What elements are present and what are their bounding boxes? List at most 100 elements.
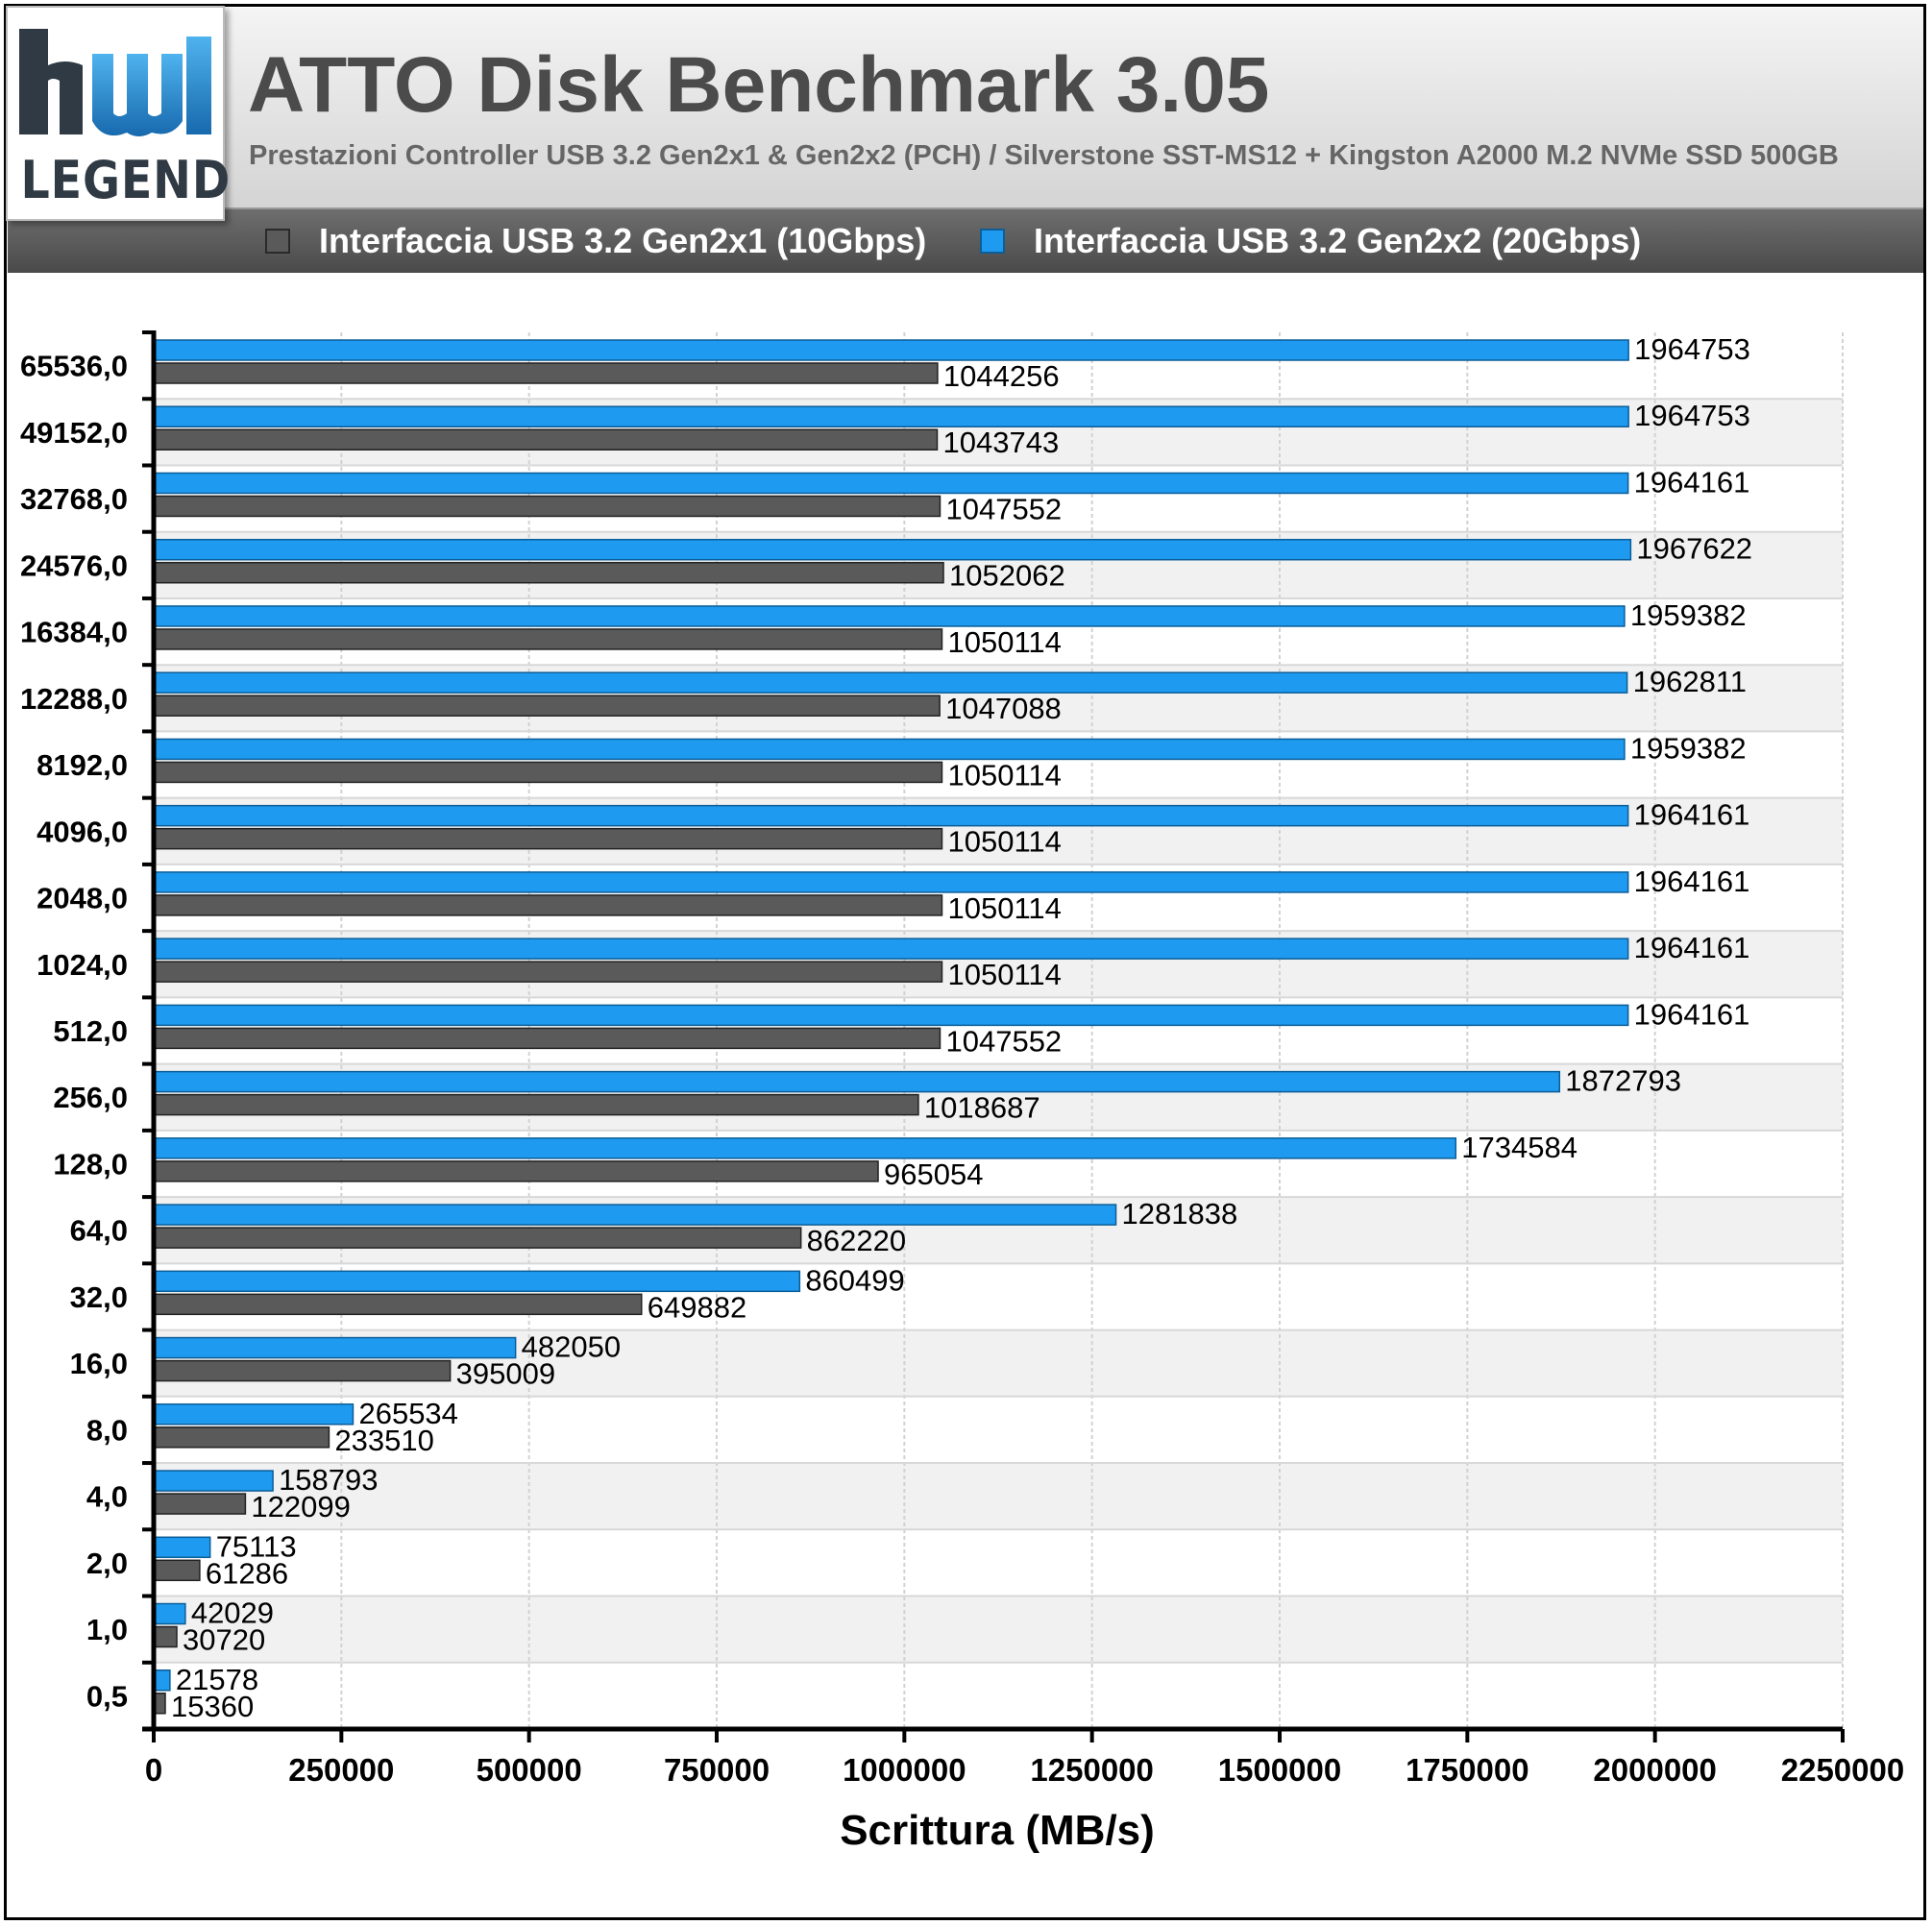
legend-swatch-gen2x2: [980, 229, 1005, 254]
bar-gen2x2: [153, 871, 1629, 893]
legend: Interfaccia USB 3.2 Gen2x1 (10Gbps) Inte…: [8, 209, 1923, 273]
value-label-gen2x1: 1052062: [949, 559, 1065, 593]
row-background: [154, 1662, 1843, 1729]
value-label-gen2x2: 1964161: [1634, 931, 1750, 964]
bar-gen2x1: [153, 1426, 330, 1449]
value-label-gen2x2: 21578: [176, 1663, 258, 1696]
bar-gen2x1: [153, 1227, 802, 1249]
bar-gen2x1: [153, 827, 943, 850]
value-label-gen2x2: 1964161: [1634, 997, 1750, 1031]
bar-gen2x2: [153, 1070, 1561, 1093]
value-label-gen2x1: 965054: [884, 1157, 983, 1191]
y-tick-label: 1024,0: [37, 948, 128, 982]
value-label-gen2x1: 862220: [807, 1224, 906, 1257]
value-label-gen2x1: 1047552: [945, 492, 1062, 525]
value-label-gen2x2: 860499: [805, 1263, 904, 1297]
value-label-gen2x1: 30720: [183, 1623, 265, 1657]
bar-gen2x2: [153, 1004, 1629, 1027]
bar-gen2x2: [153, 472, 1629, 495]
x-tick-label: 2250000: [1781, 1752, 1904, 1788]
hwlegend-logo-icon: [19, 29, 211, 136]
bar-gen2x2: [153, 1336, 517, 1359]
y-tick-label: 4,0: [86, 1480, 128, 1514]
bar-gen2x1: [153, 1625, 178, 1648]
bar-gen2x1: [153, 561, 944, 584]
bar-gen2x1: [153, 1293, 643, 1316]
bar-gen2x1: [153, 1093, 919, 1116]
hwlegend-logo: LEGEND: [6, 6, 230, 221]
y-tick-label: 512,0: [53, 1014, 128, 1048]
chart-header: ATTO Disk Benchmark 3.05 Prestazioni Con…: [8, 8, 1923, 209]
value-label-gen2x2: 1964753: [1634, 332, 1750, 366]
value-label-gen2x1: 1047552: [945, 1024, 1062, 1058]
value-label-gen2x1: 1050114: [947, 958, 1061, 991]
value-label-gen2x1: 649882: [648, 1290, 746, 1324]
bar-gen2x1: [153, 894, 943, 916]
y-tick-label: 2,0: [86, 1547, 128, 1580]
y-tick-label: 65536,0: [20, 350, 128, 383]
value-label-gen2x2: 158793: [279, 1463, 378, 1497]
value-label-gen2x2: 265534: [358, 1397, 457, 1430]
y-tick-label: 1,0: [86, 1613, 128, 1646]
legend-item-gen2x2[interactable]: Interfaccia USB 3.2 Gen2x2 (20Gbps): [980, 209, 1641, 273]
value-label-gen2x1: 61286: [206, 1556, 288, 1590]
row-background: [154, 1596, 1843, 1663]
row-background: [154, 1463, 1843, 1530]
value-label-gen2x2: 1964753: [1634, 399, 1750, 432]
y-tick-label: 16,0: [70, 1347, 128, 1380]
value-label-gen2x1: 1050114: [947, 891, 1061, 925]
x-tick-label: 1750000: [1406, 1752, 1528, 1788]
value-label-gen2x1: 1050114: [947, 625, 1061, 659]
x-tick-label: 1500000: [1218, 1752, 1341, 1788]
bar-gen2x1: [153, 1027, 942, 1050]
bar-gen2x1: [153, 961, 943, 983]
bar-gen2x2: [153, 1470, 274, 1492]
bar-gen2x1: [153, 362, 939, 384]
value-label-gen2x1: 1047088: [945, 692, 1062, 725]
bar-gen2x2: [153, 1602, 186, 1625]
y-tick-label: 12288,0: [20, 682, 128, 716]
value-label-gen2x1: 1050114: [947, 825, 1061, 859]
y-tick-label: 24576,0: [20, 548, 128, 582]
value-label-gen2x2: 1281838: [1122, 1197, 1238, 1231]
value-label-gen2x2: 1964161: [1634, 465, 1750, 499]
y-tick-label: 64,0: [70, 1214, 128, 1248]
x-tick-label: 750000: [664, 1752, 770, 1788]
row-background: [154, 1396, 1843, 1464]
y-tick-label: 8,0: [86, 1413, 128, 1447]
bar-gen2x1: [153, 694, 941, 717]
y-tick-label: 0,5: [86, 1679, 128, 1713]
y-tick-label: 49152,0: [20, 416, 128, 450]
value-label-gen2x1: 233510: [334, 1424, 433, 1457]
bar-gen2x2: [153, 605, 1626, 627]
value-label-gen2x2: 1964161: [1634, 798, 1750, 832]
x-tick-label: 250000: [288, 1752, 394, 1788]
bar-gen2x1: [153, 1359, 452, 1382]
x-tick-label: 500000: [477, 1752, 582, 1788]
row-background: [154, 1529, 1843, 1596]
legend-item-gen2x1[interactable]: Interfaccia USB 3.2 Gen2x1 (10Gbps): [265, 209, 926, 273]
bar-gen2x2: [153, 339, 1629, 361]
bar-gen2x1: [153, 628, 943, 650]
bar-gen2x2: [153, 405, 1629, 427]
value-label-gen2x2: 1734584: [1461, 1131, 1577, 1164]
y-tick-label: 2048,0: [37, 882, 128, 915]
value-label-gen2x2: 75113: [216, 1529, 297, 1563]
y-tick-label: 32768,0: [20, 482, 128, 516]
value-label-gen2x2: 1959382: [1630, 598, 1747, 632]
bar-gen2x2: [153, 538, 1632, 561]
bar-gen2x2: [153, 1270, 801, 1293]
bar-gen2x1: [153, 1493, 247, 1515]
bar-gen2x2: [153, 1403, 355, 1425]
bar-gen2x2: [153, 1669, 171, 1692]
bar-gen2x1: [153, 428, 939, 451]
bar-gen2x2: [153, 1137, 1457, 1159]
bar-gen2x2: [153, 804, 1629, 827]
x-tick-label: 1000000: [843, 1752, 966, 1788]
value-label-gen2x2: 482050: [522, 1330, 621, 1364]
legend-swatch-gen2x1: [265, 229, 290, 254]
bar-gen2x1: [153, 1160, 879, 1182]
value-label-gen2x2: 1959382: [1630, 731, 1747, 765]
value-label-gen2x1: 15360: [171, 1690, 254, 1723]
bar-gen2x1: [153, 761, 943, 784]
